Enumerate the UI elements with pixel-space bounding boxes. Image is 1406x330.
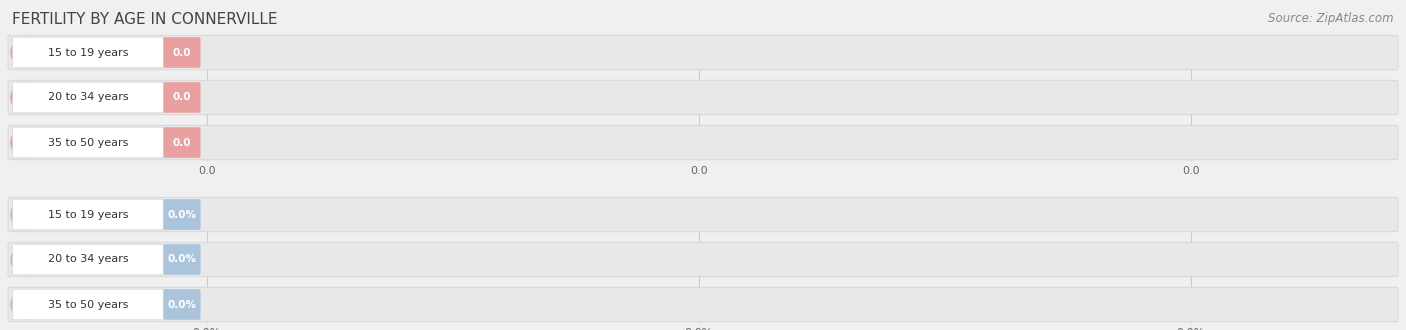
Text: 0.0%: 0.0% [1177, 328, 1205, 330]
FancyBboxPatch shape [163, 289, 201, 320]
Text: 0.0: 0.0 [173, 92, 191, 103]
Text: 15 to 19 years: 15 to 19 years [48, 210, 128, 219]
Circle shape [11, 245, 39, 274]
FancyBboxPatch shape [13, 82, 163, 113]
FancyBboxPatch shape [13, 244, 163, 275]
Text: 0.0%: 0.0% [193, 328, 221, 330]
Circle shape [11, 200, 39, 229]
FancyBboxPatch shape [8, 125, 1398, 160]
FancyBboxPatch shape [163, 244, 201, 275]
FancyBboxPatch shape [13, 199, 163, 230]
Text: 0.0: 0.0 [690, 166, 707, 176]
Text: 0.0%: 0.0% [167, 254, 197, 265]
FancyBboxPatch shape [163, 82, 201, 113]
Text: 20 to 34 years: 20 to 34 years [48, 254, 128, 265]
FancyBboxPatch shape [13, 37, 163, 68]
FancyBboxPatch shape [8, 197, 1398, 232]
Circle shape [11, 38, 39, 67]
Circle shape [11, 128, 39, 157]
FancyBboxPatch shape [163, 199, 201, 230]
FancyBboxPatch shape [8, 80, 1398, 115]
FancyBboxPatch shape [163, 127, 201, 158]
Text: 0.0%: 0.0% [167, 210, 197, 219]
Circle shape [11, 290, 39, 319]
Text: FERTILITY BY AGE IN CONNERVILLE: FERTILITY BY AGE IN CONNERVILLE [13, 12, 277, 27]
Text: 35 to 50 years: 35 to 50 years [48, 138, 128, 148]
Text: 0.0: 0.0 [1182, 166, 1199, 176]
Text: 0.0: 0.0 [198, 166, 215, 176]
FancyBboxPatch shape [8, 35, 1398, 70]
Text: 0.0: 0.0 [173, 48, 191, 57]
Text: Source: ZipAtlas.com: Source: ZipAtlas.com [1268, 12, 1393, 25]
Text: 0.0%: 0.0% [685, 328, 713, 330]
Circle shape [11, 83, 39, 112]
Text: 35 to 50 years: 35 to 50 years [48, 300, 128, 310]
FancyBboxPatch shape [163, 37, 201, 68]
FancyBboxPatch shape [13, 127, 163, 158]
Text: 20 to 34 years: 20 to 34 years [48, 92, 128, 103]
FancyBboxPatch shape [8, 287, 1398, 322]
Text: 0.0%: 0.0% [167, 300, 197, 310]
Text: 0.0: 0.0 [173, 138, 191, 148]
Text: 15 to 19 years: 15 to 19 years [48, 48, 128, 57]
FancyBboxPatch shape [13, 289, 163, 320]
FancyBboxPatch shape [8, 242, 1398, 277]
